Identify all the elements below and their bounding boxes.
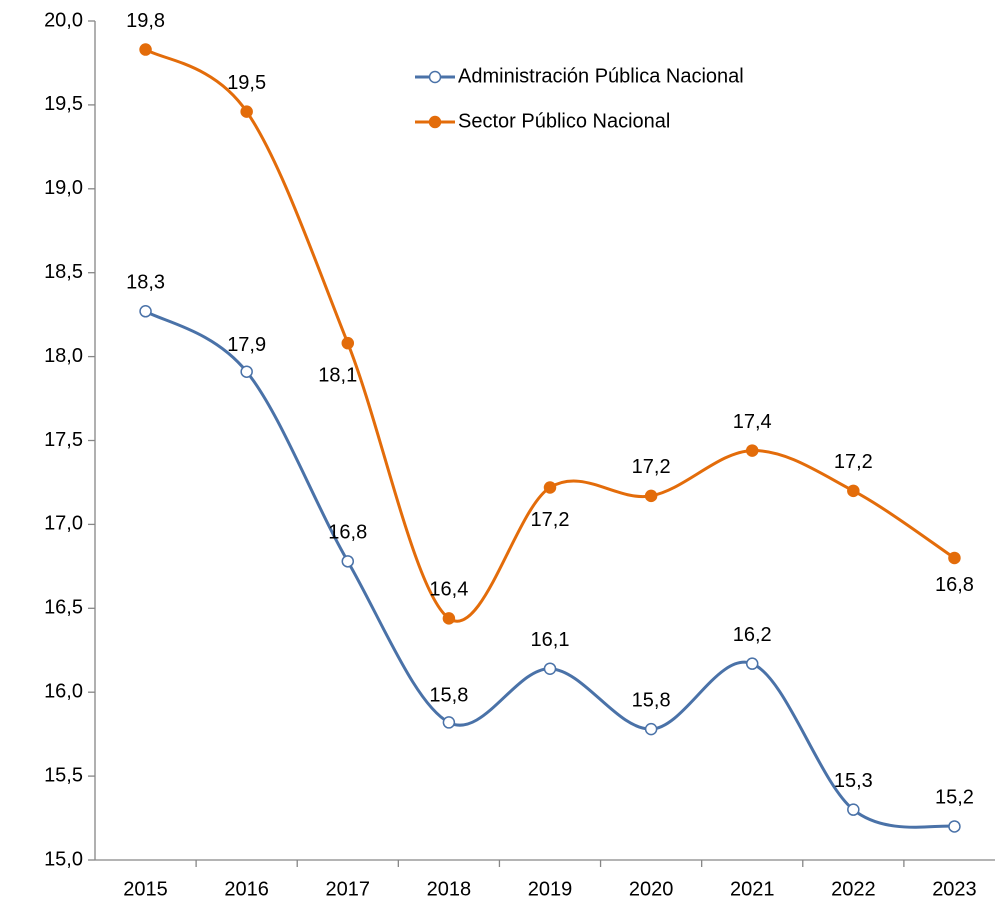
data-label: 19,5 bbox=[227, 72, 266, 94]
data-point bbox=[341, 555, 355, 568]
data-label: 18,1 bbox=[318, 364, 357, 386]
data-label: 17,2 bbox=[632, 456, 671, 478]
data-point bbox=[745, 657, 759, 670]
data-label: 18,3 bbox=[126, 272, 165, 294]
x-tick-label: 2019 bbox=[528, 878, 573, 900]
x-tick-label: 2018 bbox=[427, 878, 472, 900]
y-tick-label: 19,5 bbox=[44, 93, 83, 115]
data-label: 17,9 bbox=[227, 334, 266, 356]
data-label: 15,3 bbox=[834, 770, 873, 792]
data-point bbox=[644, 489, 658, 503]
data-point bbox=[341, 336, 355, 350]
data-label: 16,4 bbox=[429, 579, 468, 601]
y-tick-label: 16,5 bbox=[44, 597, 83, 619]
data-label: 15,8 bbox=[632, 689, 671, 711]
data-label: 15,2 bbox=[935, 787, 974, 809]
data-label: 16,8 bbox=[935, 574, 974, 596]
x-tick-label: 2016 bbox=[224, 878, 269, 900]
legend-label: Sector Público Nacional bbox=[458, 110, 670, 132]
legend-label: Administración Pública Nacional bbox=[458, 65, 744, 87]
x-tick-label: 2022 bbox=[831, 878, 876, 900]
x-tick-label: 2017 bbox=[326, 878, 371, 900]
data-point bbox=[240, 365, 253, 378]
data-point bbox=[139, 305, 152, 318]
data-point bbox=[139, 43, 152, 56]
x-tick-label: 2015 bbox=[123, 878, 168, 900]
data-point bbox=[847, 484, 860, 498]
series-line bbox=[144, 309, 955, 829]
data-point bbox=[543, 662, 557, 675]
y-tick-label: 16,0 bbox=[44, 680, 83, 702]
x-tick-label: 2023 bbox=[932, 878, 977, 900]
y-tick-label: 17,0 bbox=[44, 513, 83, 535]
legend-marker bbox=[428, 115, 442, 129]
x-tick-label: 2020 bbox=[629, 878, 674, 900]
data-point bbox=[948, 551, 961, 565]
data-point bbox=[240, 105, 253, 118]
y-tick-label: 18,5 bbox=[44, 261, 83, 283]
data-point bbox=[745, 444, 759, 457]
data-label: 17,2 bbox=[834, 451, 873, 473]
series-line bbox=[144, 48, 956, 623]
data-label: 16,1 bbox=[531, 629, 570, 651]
data-point bbox=[948, 820, 961, 833]
y-tick-label: 19,0 bbox=[44, 177, 83, 199]
data-point bbox=[442, 716, 456, 729]
data-label: 17,2 bbox=[531, 509, 570, 531]
data-label: 19,8 bbox=[126, 10, 165, 32]
y-tick-label: 20,0 bbox=[44, 9, 83, 31]
y-tick-label: 15,0 bbox=[44, 848, 83, 870]
legend-marker bbox=[428, 70, 442, 84]
data-point bbox=[644, 722, 658, 736]
x-tick-label: 2021 bbox=[730, 878, 775, 900]
y-tick-label: 15,5 bbox=[44, 764, 83, 786]
data-label: 15,8 bbox=[429, 685, 468, 707]
y-tick-label: 18,0 bbox=[44, 345, 83, 367]
data-label: 17,4 bbox=[733, 411, 772, 433]
data-label: 16,2 bbox=[733, 624, 772, 646]
y-tick-label: 17,5 bbox=[44, 429, 83, 451]
data-point bbox=[543, 481, 557, 494]
data-point bbox=[847, 803, 860, 816]
data-label: 16,8 bbox=[328, 522, 367, 544]
data-point bbox=[442, 612, 456, 625]
